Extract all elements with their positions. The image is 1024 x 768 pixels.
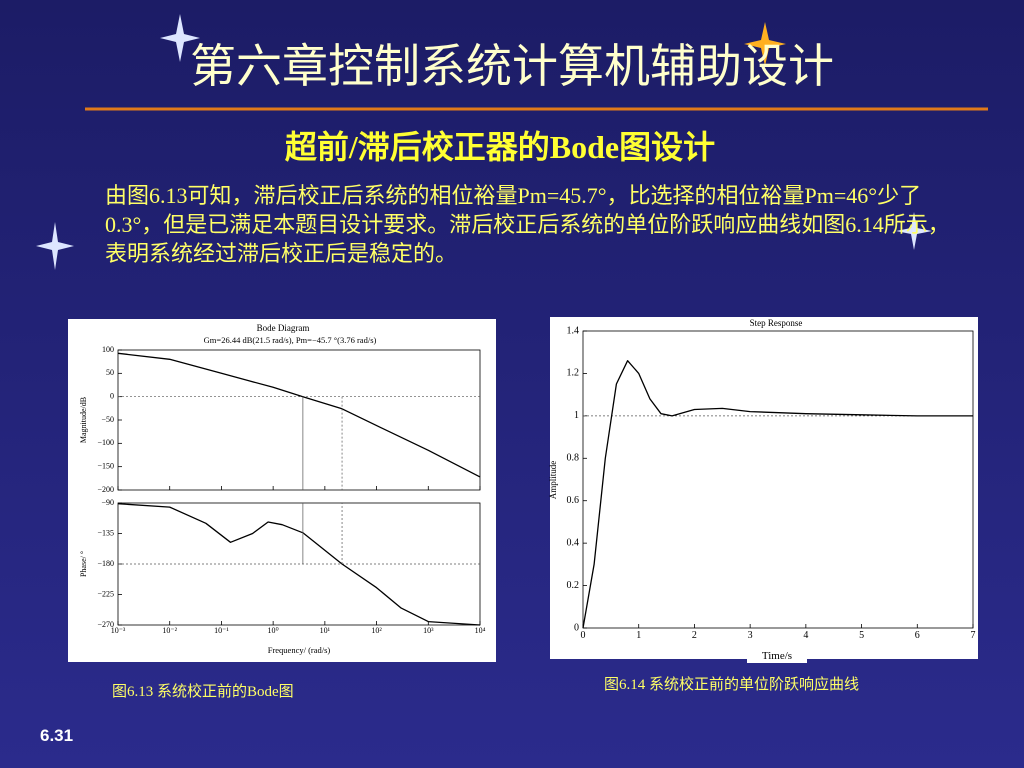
x-tick-label: 7 bbox=[971, 630, 976, 641]
x-tick-label: 0 bbox=[581, 630, 586, 641]
x-tick-label: 3 bbox=[748, 630, 753, 641]
x-tick-label: 10⁻² bbox=[162, 626, 177, 635]
x-tick-label: 2 bbox=[692, 630, 697, 641]
y-tick-label: 50 bbox=[106, 368, 114, 377]
y-tick-label: −150 bbox=[97, 461, 114, 470]
curve bbox=[117, 503, 481, 626]
y-tick-label: 0.6 bbox=[567, 495, 580, 506]
y-tick-label: 1.4 bbox=[567, 325, 580, 336]
x-axis-label: Frequency/ (rad/s) bbox=[268, 645, 331, 655]
x-label-box bbox=[747, 647, 807, 663]
y-tick-label: 0.8 bbox=[567, 453, 580, 464]
chart-title: Bode Diagram bbox=[257, 323, 310, 333]
step-panel bbox=[550, 317, 978, 659]
y-tick-label: −135 bbox=[97, 528, 114, 537]
slide-title: 第六章控制系统计算机辅助设计 bbox=[190, 41, 834, 92]
y-tick-label: 100 bbox=[102, 345, 114, 354]
y-tick-label: 1.2 bbox=[567, 368, 580, 379]
y-tick-label: −225 bbox=[97, 589, 114, 598]
y-tick-label: 0.4 bbox=[567, 537, 580, 548]
y-tick-label: −50 bbox=[101, 415, 114, 424]
y-tick-label: −200 bbox=[97, 485, 114, 494]
plot-frame bbox=[582, 330, 974, 629]
x-tick-label: 10⁴ bbox=[475, 626, 486, 635]
x-tick-label: 1 bbox=[636, 630, 641, 641]
page-number: 6.31 bbox=[40, 726, 74, 745]
sparkles bbox=[36, 14, 932, 270]
curve bbox=[582, 360, 973, 629]
x-tick-label: 10¹ bbox=[320, 626, 331, 635]
y-tick-label: −90 bbox=[101, 498, 114, 507]
x-tick-label: 10⁻³ bbox=[111, 626, 126, 635]
y-tick-label: 0 bbox=[574, 622, 579, 633]
y-tick-label: −270 bbox=[97, 620, 114, 629]
bode-panel bbox=[68, 319, 496, 662]
chart-subtitle: Gm=26.44 dB(21.5 rad/s), Pm=−45.7 °(3.76… bbox=[204, 335, 377, 345]
y-tick-label: 0 bbox=[110, 391, 114, 400]
figure-caption: 图6.13 系统校正前的Bode图 bbox=[112, 684, 294, 700]
x-tick-label: 10⁰ bbox=[268, 626, 279, 635]
body-text: 由图6.13可知，滞后校正后系统的相位裕量Pm=45.7°，比选择的相位裕量Pm… bbox=[105, 183, 950, 266]
x-tick-label: 10⁻¹ bbox=[214, 626, 229, 635]
x-axis-label: Time/s bbox=[762, 650, 792, 662]
y-axis-label: Phase/ ° bbox=[79, 551, 88, 577]
x-tick-label: 10² bbox=[371, 626, 382, 635]
y-axis-label: Magnitude/dB bbox=[79, 397, 88, 443]
slide-subtitle: 超前/滞后校正器的Bode图设计 bbox=[284, 129, 716, 165]
y-axis-label: Amplitude bbox=[548, 461, 558, 500]
chart-title: Step Response bbox=[750, 318, 803, 328]
y-tick-label: −180 bbox=[97, 559, 114, 568]
y-tick-label: 1 bbox=[574, 410, 579, 421]
y-tick-label: −100 bbox=[97, 438, 114, 447]
x-tick-label: 5 bbox=[859, 630, 864, 641]
x-tick-label: 10³ bbox=[423, 626, 434, 635]
figure-caption: 图6.14 系统校正前的单位阶跃响应曲线 bbox=[604, 677, 860, 693]
y-tick-label: 0.2 bbox=[567, 580, 580, 591]
x-tick-label: 4 bbox=[803, 630, 808, 641]
x-tick-label: 6 bbox=[915, 630, 920, 641]
